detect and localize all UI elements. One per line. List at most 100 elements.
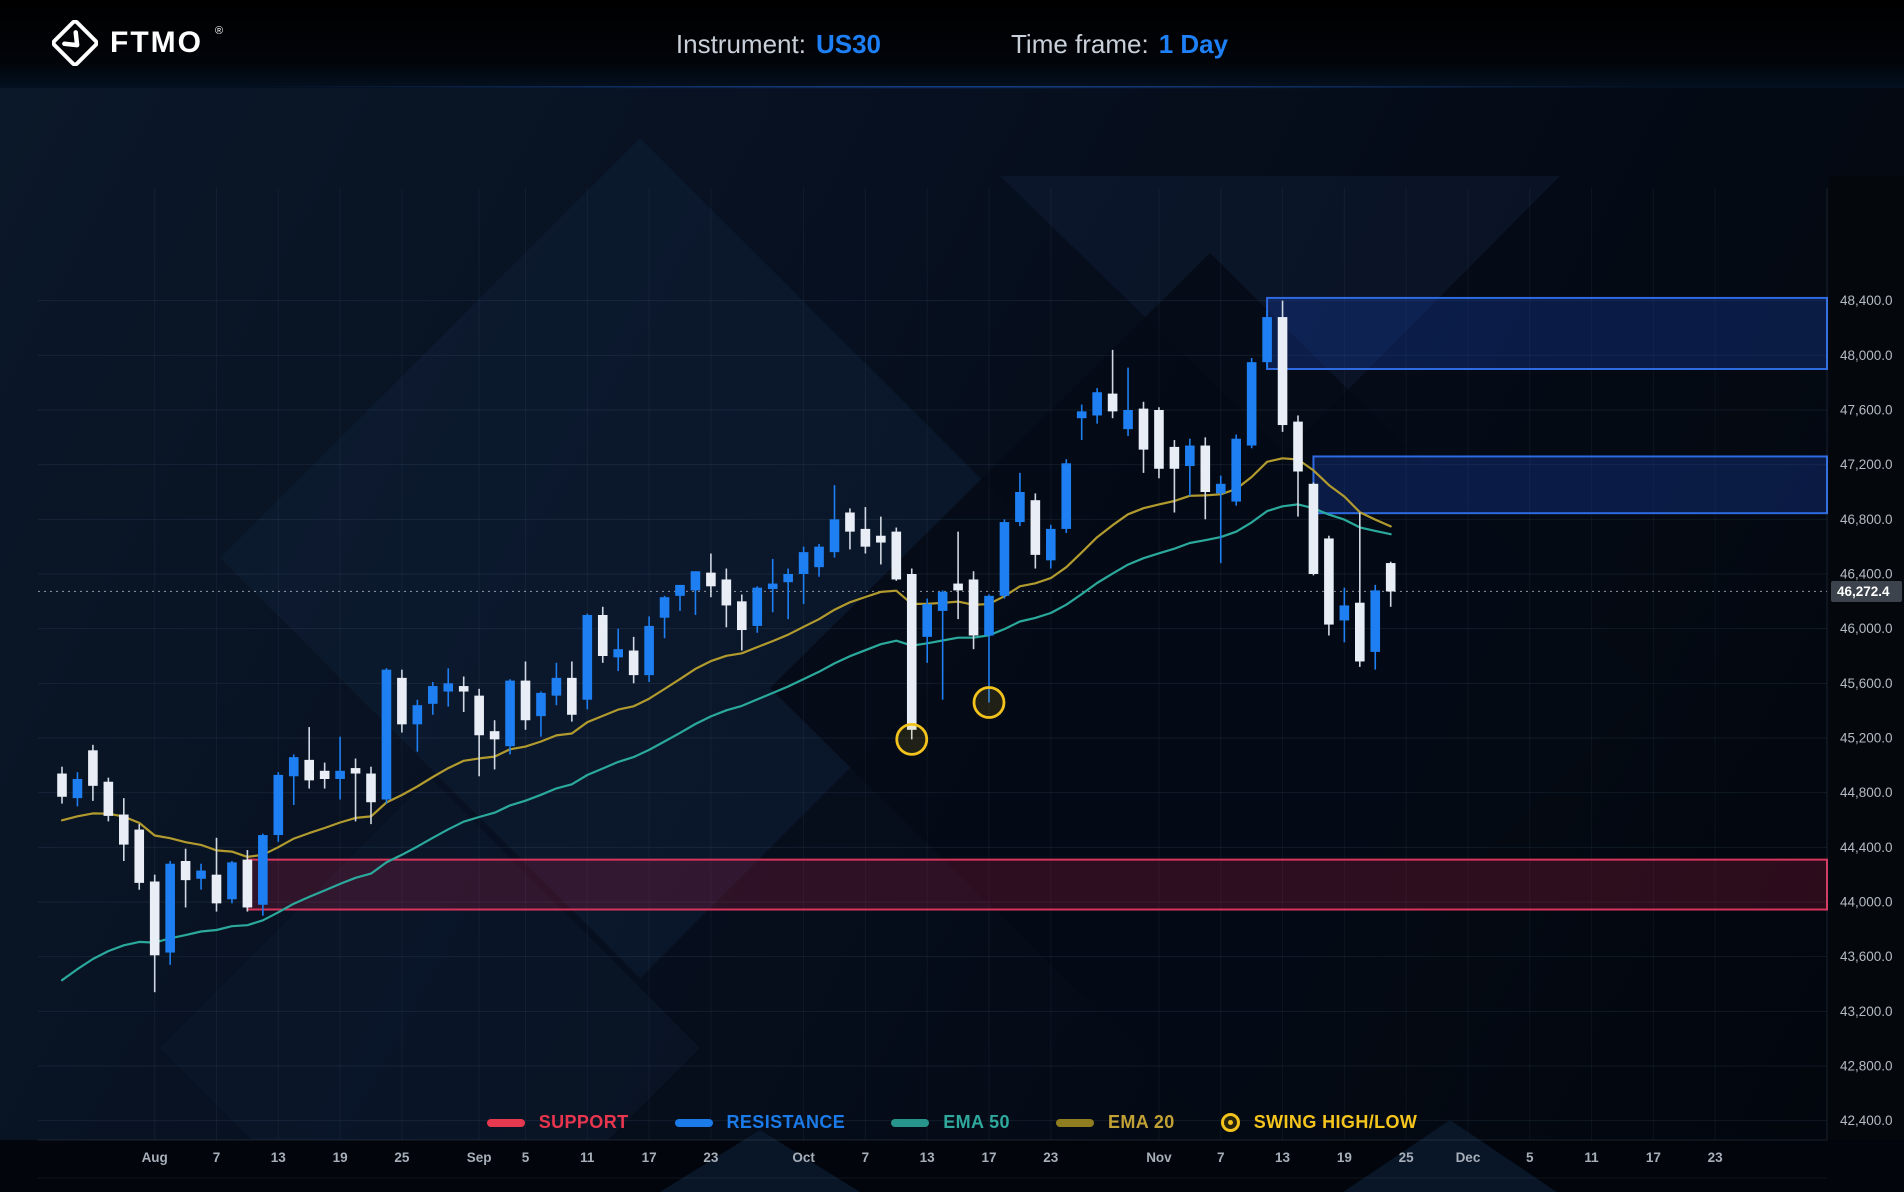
candle-nov-7 — [1215, 475, 1226, 564]
legend-item-ema50: EMA 50 — [891, 1112, 1010, 1133]
candle-oct-1 — [798, 546, 809, 605]
ftmo-logo: FTMO ® — [52, 20, 223, 66]
price-tick-label: 42,400.0 — [1840, 1113, 1893, 1128]
date-tick-label: 7 — [1217, 1150, 1225, 1165]
candle-aug-26 — [412, 699, 423, 752]
candle-sep-17 — [644, 616, 654, 682]
ftmo-diamond-icon — [52, 20, 98, 66]
candle-sep-5 — [520, 661, 531, 730]
candle-aug-22 — [381, 668, 392, 804]
candle-nov-18 — [1324, 535, 1334, 636]
candle-oct-22 — [1030, 493, 1041, 569]
date-tick-label: 13 — [1275, 1150, 1291, 1165]
candle-jul-31 — [134, 824, 145, 890]
candle-jul-25 — [72, 772, 83, 807]
candle-nov-6 — [1200, 437, 1211, 520]
swing-low-marker-icon — [972, 686, 1006, 719]
date-tick-label: 23 — [1043, 1150, 1059, 1165]
candle-sep-9 — [551, 662, 562, 706]
price-tick-label: 46,800.0 — [1840, 512, 1893, 527]
candle-oct-16 — [968, 571, 979, 650]
date-tick-label: 5 — [1526, 1150, 1534, 1165]
candle-aug-29 — [458, 676, 469, 713]
candle-sep-8 — [536, 691, 546, 737]
swing-low-marker-icon — [895, 722, 929, 756]
candle-oct-6 — [845, 508, 855, 550]
candle-aug-27 — [428, 681, 438, 715]
candle-aug-19 — [335, 736, 345, 800]
price-tick-label: 44,800.0 — [1840, 785, 1893, 800]
date-tick-label: 25 — [1399, 1150, 1415, 1165]
ema20-line — [60, 457, 1392, 858]
registered-mark: ® — [214, 25, 224, 37]
swing-high-low-icon — [1220, 1113, 1240, 1132]
legend-label-ema50: EMA 50 — [943, 1112, 1010, 1132]
date-tick-label: Nov — [1146, 1150, 1172, 1165]
candle-jul-24 — [57, 766, 67, 804]
app-header: FTMO ® Instrument: US30 Time frame: 1 Day — [0, 0, 1904, 90]
candle-jul-28 — [88, 744, 98, 801]
candle-oct-9 — [891, 527, 902, 581]
candle-oct-8 — [876, 516, 886, 565]
date-tick-label: 5 — [522, 1150, 530, 1165]
date-tick-label: 17 — [1646, 1150, 1661, 1165]
candle-sep-4 — [505, 679, 515, 755]
date-tick-label: 11 — [580, 1150, 595, 1165]
price-tick-label: 42,800.0 — [1840, 1059, 1893, 1074]
candle-nov-12 — [1262, 310, 1272, 369]
resistance-zone — [1312, 455, 1828, 515]
legend-label-swing: SWING HIGH/LOW — [1253, 1112, 1418, 1132]
date-tick-label: 7 — [213, 1150, 221, 1165]
resistance-swatch-icon — [674, 1118, 713, 1127]
chart-legend: SUPPORT RESISTANCE EMA 50 EMA 20 SWING HIGH/… — [0, 1112, 1904, 1133]
legend-item-swing: SWING HIGH/LOW — [1220, 1112, 1418, 1133]
candle-oct-2 — [814, 543, 824, 577]
price-tick-label: 48,000.0 — [1840, 348, 1893, 363]
date-tick-label: 17 — [981, 1150, 996, 1165]
candle-oct-14 — [937, 590, 948, 700]
candle-aug-21 — [366, 766, 376, 825]
brand-watermark — [160, 138, 1650, 1192]
candle-oct-21 — [1015, 472, 1025, 527]
price-tick-label: 43,600.0 — [1840, 949, 1893, 964]
candle-oct-7 — [860, 507, 871, 554]
candle-sep-26 — [752, 586, 763, 633]
candle-aug-4 — [165, 861, 175, 965]
legend-item-support: SUPPORT — [486, 1112, 629, 1133]
price-tick-label: 43,200.0 — [1840, 1004, 1893, 1019]
candle-sep-3 — [489, 720, 500, 770]
candle-sep-15 — [613, 628, 623, 672]
date-tick-label: 13 — [271, 1150, 287, 1165]
candle-nov-19 — [1339, 587, 1350, 643]
price-tick-label: 46,400.0 — [1840, 567, 1893, 582]
candle-aug-15 — [304, 727, 314, 789]
candle-aug-12 — [258, 833, 268, 916]
candle-sep-18 — [659, 595, 670, 639]
swing-markers — [895, 686, 1006, 756]
grid — [38, 188, 1827, 1140]
date-tick-label: 17 — [642, 1150, 657, 1165]
candle-oct-20 — [999, 519, 1010, 599]
date-tick-label: 13 — [920, 1150, 936, 1165]
candle-nov-13 — [1277, 300, 1288, 432]
support-zone — [246, 858, 1828, 911]
axis-panels — [0, 176, 1904, 1192]
candle-sep-2 — [474, 688, 484, 777]
candle-nov-20 — [1355, 512, 1365, 667]
candle-nov-21 — [1370, 584, 1381, 670]
ema-lines — [60, 457, 1392, 982]
candle-nov-11 — [1246, 358, 1257, 449]
price-chart[interactable]: 48,400.0 48,000.0 47,600.0 47,200.0 46,800.0… — [0, 88, 1904, 1192]
candle-nov-10 — [1231, 434, 1241, 506]
date-tick-label: 11 — [1584, 1150, 1599, 1165]
timeframe-value: 1 Day — [1158, 28, 1229, 59]
candle-oct-29 — [1107, 349, 1118, 419]
candle-sep-24 — [721, 568, 732, 628]
candle-aug-6 — [196, 863, 206, 890]
legend-label-ema20: EMA 20 — [1107, 1112, 1175, 1132]
candle-oct-23 — [1046, 524, 1056, 569]
date-tick-label: 25 — [394, 1150, 410, 1165]
candle-aug-7 — [211, 837, 222, 912]
candle-oct-15 — [953, 531, 963, 620]
